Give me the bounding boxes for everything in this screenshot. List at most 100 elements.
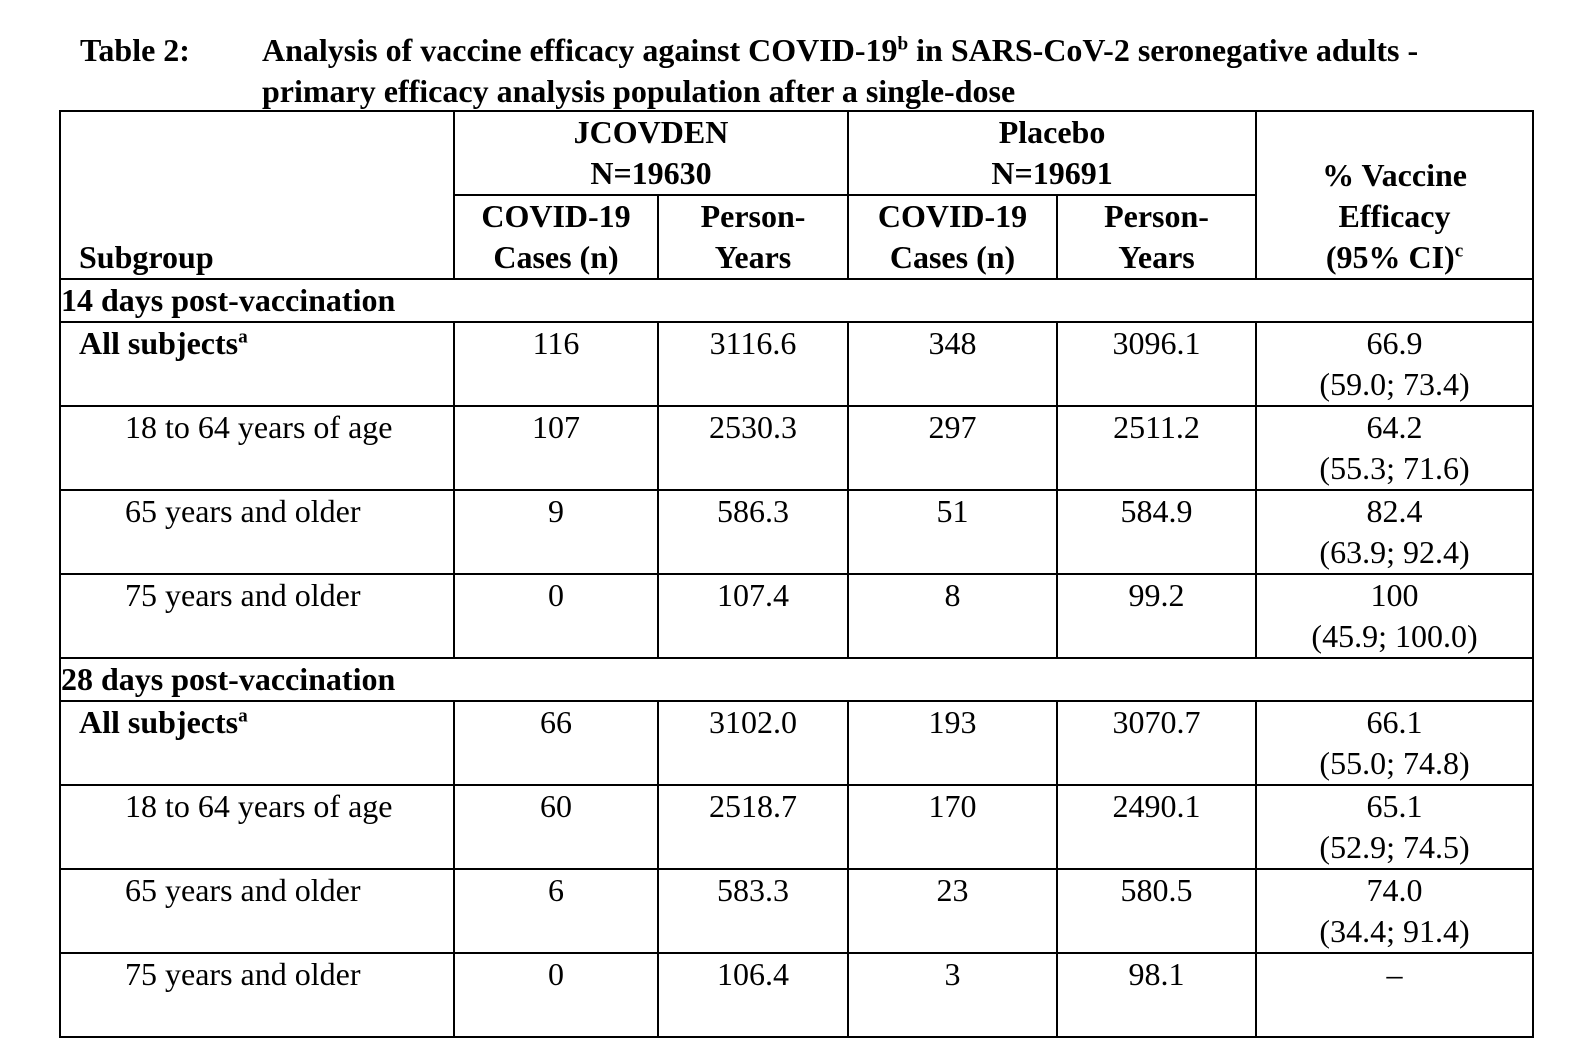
header-jcovden-name: JCOVDEN — [573, 114, 729, 150]
jcovden-person-years-cell: 586.3 — [656, 489, 850, 575]
row-label: 75 years and older — [59, 952, 455, 1038]
jcovden-cases-cell: 66 — [453, 700, 659, 786]
ve-ci: (59.0; 73.4) — [1319, 366, 1470, 402]
table-row: All subjectsa 116 3116.6 348 3096.1 66.9… — [59, 321, 1535, 407]
header-py-line1: Person- — [1104, 198, 1209, 234]
footnote-marker: a — [238, 705, 248, 727]
placebo-cases-cell: 51 — [847, 489, 1059, 575]
section-title: 14 days post-vaccination — [58, 278, 1535, 323]
ve-ci: (45.9; 100.0) — [1311, 618, 1478, 654]
header-ve-line1: % Vaccine — [1322, 157, 1467, 193]
ve-ci: (52.9; 74.5) — [1319, 829, 1470, 865]
placebo-person-years-cell: 99.2 — [1056, 573, 1258, 659]
table-title: Analysis of vaccine efficacy against COV… — [262, 30, 1532, 112]
ve-value: 74.0 — [1366, 872, 1423, 908]
placebo-person-years-cell: 3096.1 — [1056, 321, 1258, 407]
ve-ci: (63.9; 92.4) — [1319, 534, 1470, 570]
jcovden-cases-cell: 0 — [453, 573, 659, 659]
row-label: 18 to 64 years of age — [59, 784, 455, 870]
row-label-text: All subjects — [79, 325, 239, 361]
header-py-line2: Years — [1118, 239, 1195, 275]
placebo-person-years-cell: 584.9 — [1056, 489, 1258, 575]
table-label: Table 2: — [80, 32, 190, 68]
table-row: All subjectsa 66 3102.0 193 3070.7 66.1 (… — [59, 700, 1535, 786]
header-ve-ci-text: (95% CI) — [1325, 239, 1455, 275]
vaccine-efficacy-cell: 64.2 (55.3; 71.6) — [1255, 405, 1535, 491]
ve-value: 100 — [1370, 577, 1419, 613]
table-row: 65 years and older 6 583.3 23 580.5 74.0… — [59, 868, 1535, 954]
header-py-line1: Person- — [700, 198, 806, 234]
jcovden-person-years-cell: 106.4 — [656, 952, 850, 1038]
vaccine-efficacy-cell: 100 (45.9; 100.0) — [1255, 573, 1535, 659]
header-cases-line2: Cases (n) — [889, 239, 1016, 275]
ve-value: – — [1386, 956, 1403, 992]
vaccine-efficacy-cell: 65.1 (52.9; 74.5) — [1255, 784, 1535, 870]
jcovden-cases-cell: 107 — [453, 405, 659, 491]
ve-value: 66.1 — [1366, 704, 1423, 740]
row-label: 75 years and older — [59, 573, 455, 659]
jcovden-person-years-cell: 107.4 — [656, 573, 850, 659]
ve-value: 82.4 — [1366, 493, 1423, 529]
header-placebo-person-years: Person- Years — [1056, 194, 1258, 280]
jcovden-person-years-cell: 3102.0 — [656, 700, 850, 786]
table-title-rest: in SARS-CoV-2 seronegative adults - prim… — [262, 32, 1419, 109]
section-row: 14 days post-vaccination — [58, 278, 1535, 323]
placebo-person-years-cell: 580.5 — [1056, 868, 1258, 954]
footnote-marker: b — [897, 33, 909, 55]
header-placebo-cases: COVID-19 Cases (n) — [847, 194, 1059, 280]
footnote-marker: a — [238, 326, 248, 348]
placebo-cases-cell: 193 — [847, 700, 1059, 786]
header-subgroup: Subgroup — [59, 110, 455, 280]
jcovden-cases-cell: 9 — [453, 489, 659, 575]
header-cases-line1: COVID-19 — [877, 198, 1028, 234]
ve-ci: (55.3; 71.6) — [1319, 450, 1470, 486]
header-ve-line3: (95% CI)c — [1257, 237, 1532, 278]
table-body: 14 days post-vaccination All subjectsa 1… — [58, 278, 1535, 1038]
efficacy-table: Subgroup JCOVDEN N=19630 Placebo N=19691… — [58, 110, 1535, 1038]
ve-ci: (34.4; 91.4) — [1319, 913, 1470, 949]
section-title: 28 days post-vaccination — [58, 657, 1535, 702]
row-label: 65 years and older — [59, 489, 455, 575]
placebo-cases-cell: 170 — [847, 784, 1059, 870]
header-placebo-n: N=19691 — [991, 155, 1113, 191]
header-placebo-name: Placebo — [998, 114, 1106, 150]
jcovden-person-years-cell: 2518.7 — [656, 784, 850, 870]
header-jcovden: JCOVDEN N=19630 — [452, 110, 850, 196]
row-label-text: All subjects — [79, 704, 239, 740]
ve-value: 66.9 — [1366, 325, 1423, 361]
placebo-cases-cell: 23 — [847, 868, 1059, 954]
ve-value: 65.1 — [1366, 788, 1423, 824]
footnote-marker: c — [1454, 240, 1464, 262]
header-jcovden-person-years: Person- Years — [656, 194, 850, 280]
placebo-person-years-cell: 2490.1 — [1056, 784, 1258, 870]
header-jcovden-cases: COVID-19 Cases (n) — [453, 194, 659, 280]
row-label: All subjectsa — [59, 321, 455, 407]
header-cases-line2: Cases (n) — [493, 239, 619, 275]
section-row: 28 days post-vaccination — [58, 657, 1535, 702]
placebo-person-years-cell: 98.1 — [1056, 952, 1258, 1038]
jcovden-cases-cell: 6 — [453, 868, 659, 954]
table-row: 75 years and older 0 106.4 3 98.1 – — [59, 952, 1535, 1038]
table-title-text: Analysis of vaccine efficacy against COV… — [262, 32, 898, 68]
placebo-cases-cell: 297 — [847, 405, 1059, 491]
header-vaccine-efficacy: % Vaccine Efficacy (95% CI)c — [1255, 110, 1535, 280]
vaccine-efficacy-cell: 66.1 (55.0; 74.8) — [1255, 700, 1535, 786]
header-cases-line1: COVID-19 — [481, 198, 631, 234]
header-placebo: Placebo N=19691 — [847, 110, 1258, 196]
jcovden-person-years-cell: 3116.6 — [656, 321, 850, 407]
header-py-line2: Years — [714, 239, 792, 275]
vaccine-efficacy-cell: – — [1255, 952, 1535, 1038]
vaccine-efficacy-cell: 66.9 (59.0; 73.4) — [1255, 321, 1535, 407]
vaccine-efficacy-cell: 74.0 (34.4; 91.4) — [1255, 868, 1535, 954]
ve-value: 64.2 — [1366, 409, 1423, 445]
row-label: 18 to 64 years of age — [59, 405, 455, 491]
table-row: 65 years and older 9 586.3 51 584.9 82.4… — [59, 489, 1535, 575]
jcovden-cases-cell: 60 — [453, 784, 659, 870]
vaccine-efficacy-cell: 82.4 (63.9; 92.4) — [1255, 489, 1535, 575]
table-row: 18 to 64 years of age 60 2518.7 170 2490… — [59, 784, 1535, 870]
ve-ci: (55.0; 74.8) — [1319, 745, 1470, 781]
header-ve-line2: Efficacy — [1338, 198, 1451, 234]
jcovden-person-years-cell: 2530.3 — [656, 405, 850, 491]
jcovden-cases-cell: 0 — [453, 952, 659, 1038]
placebo-person-years-cell: 2511.2 — [1056, 405, 1258, 491]
